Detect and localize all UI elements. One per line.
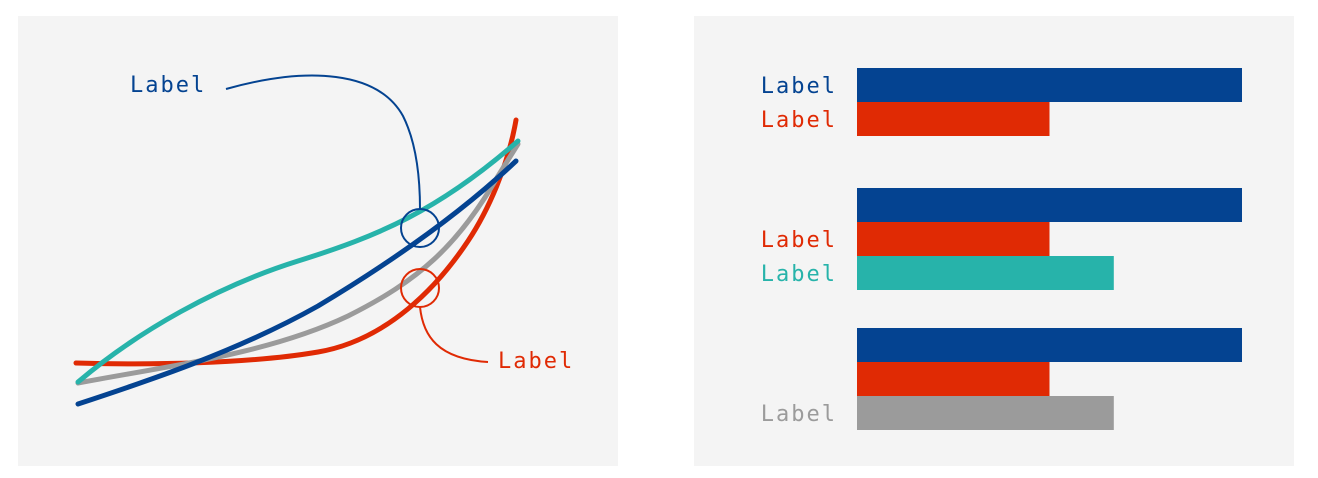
line-chart-panel: Label Label [18, 16, 618, 466]
bar-g1-1 [857, 68, 1242, 102]
bar-label-g1-1: Label [761, 74, 837, 99]
bar-label-g1-2: Label [761, 108, 837, 133]
bar-g1-2 [857, 102, 1050, 136]
bar-g2-2 [857, 222, 1050, 256]
series-line-teal [75, 138, 521, 385]
bar-g2-3 [857, 256, 1114, 290]
bar-g2-1 [857, 188, 1242, 222]
bar-label-g2-3: Label [761, 262, 837, 287]
annotation-label-red: Label [498, 349, 574, 374]
bar-label-g2-2: Label [761, 228, 837, 253]
series-line-gray [75, 141, 521, 386]
bar-chart-panel: Label Label Label Label Label [694, 16, 1294, 466]
bar-label-g3-3: Label [761, 402, 837, 427]
bar-chart: Label Label Label Label Label [761, 68, 1242, 430]
bar-g3-1 [857, 328, 1242, 362]
callout-line-blue [225, 74, 421, 210]
bar-g3-2 [857, 362, 1050, 396]
annotation-label-blue: Label [130, 73, 206, 98]
line-chart: Label Label [73, 73, 574, 407]
series-line-blue [75, 158, 519, 407]
callout-line-red [419, 306, 489, 363]
bar-g3-3 [857, 396, 1114, 430]
